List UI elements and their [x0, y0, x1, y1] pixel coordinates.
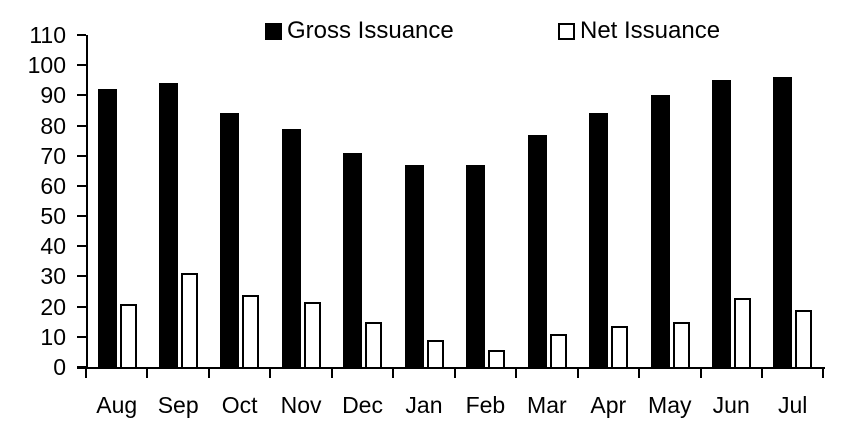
y-axis-label: 50	[40, 203, 66, 230]
y-tick	[77, 335, 86, 338]
bar-gross-apr	[589, 113, 609, 367]
bar-gross-jan	[404, 164, 424, 367]
x-axis-label: Sep	[157, 392, 199, 418]
y-tick	[77, 215, 86, 218]
net-issuance-swatch-icon	[558, 22, 575, 40]
bar-gross-feb	[466, 164, 486, 367]
bar-gross-may	[650, 95, 670, 367]
y-axis-label: 70	[40, 142, 66, 169]
bar-net-dec	[365, 321, 383, 367]
x-axis-label: Nov	[280, 392, 322, 418]
x-tick	[822, 367, 825, 378]
x-axis-label: Oct	[221, 392, 258, 418]
y-tick	[77, 94, 86, 97]
bar-net-nov	[303, 302, 321, 367]
chart-legend: Gross Issuance Net Issuance	[0, 13, 852, 49]
x-tick	[576, 367, 579, 378]
x-axis-line	[77, 367, 825, 369]
x-tick	[392, 367, 395, 378]
x-axis-label: Aug	[96, 392, 138, 418]
x-axis-label: Feb	[465, 392, 506, 418]
x-tick	[207, 367, 210, 378]
x-tick	[453, 367, 456, 378]
bar-net-jan	[426, 339, 444, 367]
bar-gross-jul	[773, 77, 793, 367]
y-axis-label: 80	[40, 112, 66, 139]
bar-gross-mar	[527, 134, 547, 367]
bar-gross-dec	[343, 152, 363, 367]
y-tick	[77, 184, 86, 187]
x-tick	[699, 367, 702, 378]
x-tick	[330, 367, 333, 378]
bar-net-aug	[119, 303, 137, 367]
bar-gross-aug	[97, 89, 117, 367]
bar-gross-oct	[220, 113, 240, 367]
x-axis-label: May	[648, 392, 692, 418]
x-axis-label: Jul	[777, 392, 808, 418]
y-axis-label: 40	[40, 233, 66, 260]
x-axis-label: Apr	[590, 392, 627, 418]
y-tick	[77, 154, 86, 157]
x-tick	[515, 367, 518, 378]
bar-gross-jun	[712, 80, 731, 367]
y-tick	[77, 64, 86, 67]
y-axis-label: 90	[40, 82, 66, 109]
bar-net-jul	[795, 309, 813, 367]
x-tick	[85, 367, 87, 378]
y-axis-label: 0	[53, 354, 66, 380]
legend-label-gross-issuance: Gross Issuance	[287, 17, 454, 44]
gross-issuance-swatch-icon	[265, 22, 282, 40]
y-axis-label: 110	[29, 22, 66, 48]
y-axis-line	[86, 35, 88, 369]
y-tick	[77, 245, 86, 248]
bar-net-mar	[549, 333, 567, 367]
x-tick	[269, 367, 272, 378]
bar-net-feb	[488, 350, 506, 367]
bar-net-may	[672, 321, 690, 367]
x-axis-label: Dec	[342, 392, 383, 418]
legend-label-net-issuance: Net Issuance	[580, 17, 721, 44]
legend-item-net-issuance: Net Issuance	[558, 13, 720, 49]
x-tick	[638, 367, 641, 378]
bar-net-apr	[611, 326, 629, 367]
y-axis-label: 60	[40, 172, 66, 199]
bar-gross-sep	[158, 83, 178, 367]
bar-net-jun	[734, 297, 751, 367]
y-tick	[77, 275, 86, 278]
bar-gross-nov	[281, 128, 301, 367]
x-axis-label: Jan	[405, 392, 443, 418]
x-tick	[760, 367, 763, 378]
y-tick	[77, 124, 86, 127]
y-axis-label: 100	[27, 52, 66, 79]
x-axis-label: Mar	[527, 392, 567, 418]
y-tick	[77, 305, 86, 308]
x-tick	[146, 367, 149, 378]
x-axis-label: Jun	[712, 392, 750, 418]
y-axis-label: 30	[40, 263, 66, 290]
y-tick	[77, 34, 86, 36]
y-axis-label: 20	[40, 293, 66, 320]
bar-net-sep	[180, 273, 198, 367]
legend-item-gross-issuance: Gross Issuance	[265, 13, 454, 49]
bar-net-oct	[242, 294, 260, 367]
y-axis-label: 10	[40, 323, 66, 350]
